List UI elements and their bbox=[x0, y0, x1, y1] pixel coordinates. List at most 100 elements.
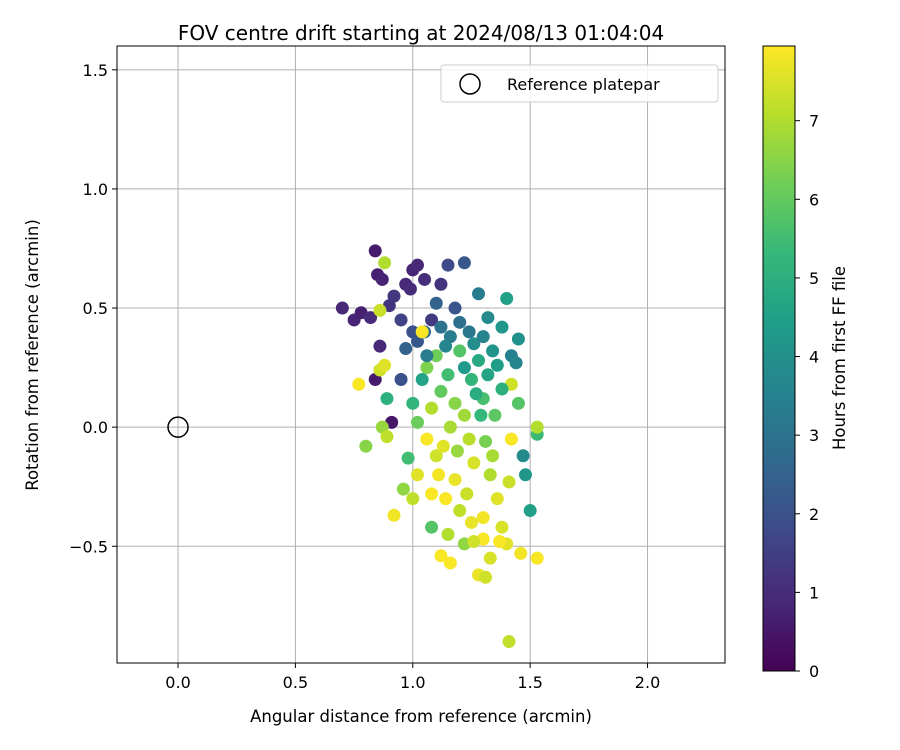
scatter-point bbox=[511, 332, 525, 346]
scatter-point bbox=[457, 256, 471, 270]
scatter-point bbox=[410, 415, 424, 429]
scatter-point bbox=[453, 344, 467, 358]
scatter-point bbox=[436, 439, 450, 453]
plot-frame bbox=[116, 45, 726, 664]
scatter-point bbox=[352, 377, 366, 391]
x-tick-label: 1.0 bbox=[400, 673, 425, 692]
scatter-point bbox=[420, 361, 434, 375]
scatter-point bbox=[462, 325, 476, 339]
scatter-point bbox=[486, 344, 500, 358]
scatter-point bbox=[474, 408, 488, 422]
scatter-point bbox=[476, 330, 490, 344]
scatter-point bbox=[396, 482, 410, 496]
scatter-point bbox=[453, 315, 467, 329]
scatter-point bbox=[467, 535, 481, 549]
scatter-point bbox=[425, 520, 439, 534]
scatter-point bbox=[495, 520, 509, 534]
scatter-point bbox=[406, 492, 420, 506]
scatter-point bbox=[434, 277, 448, 291]
scatter-point bbox=[410, 468, 424, 482]
y-axis-label: Rotation from reference (arcmin) bbox=[23, 219, 42, 491]
scatter-point bbox=[432, 468, 446, 482]
colorbar-tick-label: 6 bbox=[809, 190, 819, 209]
scatter-point bbox=[373, 339, 387, 353]
scatter-point bbox=[399, 342, 413, 356]
x-tick-label: 1.5 bbox=[517, 673, 542, 692]
scatter-point bbox=[481, 368, 495, 382]
colorbar-gradient bbox=[762, 45, 796, 672]
scatter-point bbox=[439, 492, 453, 506]
scatter-point bbox=[373, 303, 387, 317]
scatter-point bbox=[518, 468, 532, 482]
colorbar: 0 1 2 3 4 5 6 7 Hours from first FF file bbox=[762, 45, 849, 681]
scatter-point bbox=[502, 635, 516, 649]
scatter-point bbox=[511, 396, 525, 410]
scatter-point bbox=[509, 356, 523, 370]
scatter-point bbox=[464, 515, 478, 529]
scatter-point bbox=[380, 392, 394, 406]
scatter-point bbox=[530, 420, 544, 434]
scatter-point bbox=[462, 432, 476, 446]
scatter-point bbox=[429, 349, 443, 363]
scatter-point bbox=[425, 401, 439, 415]
y-axis-ticks: −0.5 0.0 0.5 1.0 1.5 bbox=[69, 61, 117, 556]
scatter-point bbox=[359, 439, 373, 453]
chart-title: FOV centre drift starting at 2024/08/13 … bbox=[178, 21, 664, 45]
scatter-point bbox=[394, 313, 408, 327]
legend-box bbox=[440, 64, 719, 103]
scatter-point bbox=[504, 432, 518, 446]
scatter-point bbox=[375, 272, 389, 286]
y-tick-label: −0.5 bbox=[69, 537, 108, 556]
scatter-point bbox=[443, 420, 457, 434]
scatter-point bbox=[481, 311, 495, 325]
scatter-point bbox=[425, 487, 439, 501]
scatter-point bbox=[502, 475, 516, 489]
colorbar-tick-label: 3 bbox=[809, 426, 819, 445]
scatter-point bbox=[479, 570, 493, 584]
scatter-point bbox=[434, 320, 448, 334]
scatter-point bbox=[453, 504, 467, 518]
scatter-point bbox=[335, 301, 349, 315]
scatter-point bbox=[415, 373, 429, 387]
scatter-point bbox=[476, 511, 490, 525]
scatter-point bbox=[493, 535, 507, 549]
y-tick-label: 1.0 bbox=[83, 180, 108, 199]
scatter-point bbox=[500, 292, 514, 306]
scatter-point bbox=[448, 301, 462, 315]
scatter-point bbox=[368, 244, 382, 258]
legend-entry: Reference platepar bbox=[507, 75, 660, 94]
scatter-point bbox=[429, 296, 443, 310]
scatter-point bbox=[467, 337, 481, 351]
scatter-point bbox=[472, 287, 486, 301]
scatter-point bbox=[378, 358, 392, 372]
scatter-point bbox=[467, 456, 481, 470]
scatter-point bbox=[441, 527, 455, 541]
scatter-point bbox=[472, 353, 486, 367]
scatter-point bbox=[460, 487, 474, 501]
colorbar-ticks: 0 1 2 3 4 5 6 7 bbox=[795, 112, 819, 681]
scatter-point bbox=[443, 556, 457, 570]
scatter-point bbox=[439, 339, 453, 353]
scatter-point bbox=[457, 408, 471, 422]
scatter-point bbox=[403, 282, 417, 296]
scatter-point bbox=[441, 258, 455, 272]
scatter-point bbox=[514, 546, 528, 560]
scatter-point bbox=[488, 408, 502, 422]
scatter-point bbox=[387, 508, 401, 522]
colorbar-tick-label: 1 bbox=[809, 583, 819, 602]
colorbar-tick-label: 4 bbox=[809, 348, 819, 367]
scatter-point bbox=[410, 258, 424, 272]
scatter-point bbox=[380, 430, 394, 444]
scatter-point bbox=[486, 449, 500, 463]
data-points bbox=[335, 244, 544, 649]
y-tick-label: 1.5 bbox=[83, 61, 108, 80]
scatter-point bbox=[448, 396, 462, 410]
reference-platepar-marker bbox=[167, 416, 189, 438]
scatter-point bbox=[483, 468, 497, 482]
x-axis-label: Angular distance from reference (arcmin) bbox=[250, 707, 592, 726]
scatter-point bbox=[495, 382, 509, 396]
scatter-point bbox=[420, 432, 434, 446]
scatter-point bbox=[479, 434, 493, 448]
scatter-point bbox=[425, 313, 439, 327]
scatter-point bbox=[516, 449, 530, 463]
